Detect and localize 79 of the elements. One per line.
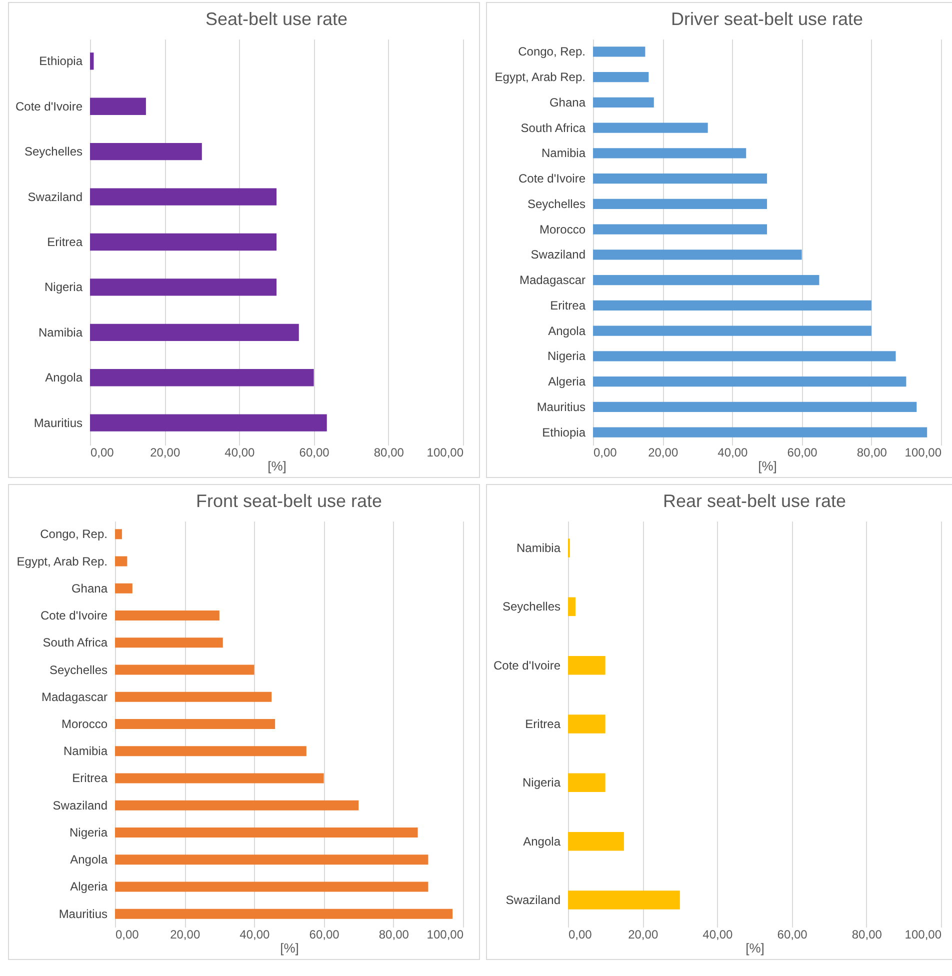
y-tick-label: Egypt, Arab Rep. bbox=[16, 554, 108, 568]
y-tick-label: Eritrea bbox=[47, 235, 83, 249]
y-tick-label: Egypt, Arab Rep. bbox=[494, 70, 586, 84]
y-tick-label: Angola bbox=[45, 370, 83, 385]
y-tick-label: Swaziland bbox=[506, 893, 560, 908]
y-tick-label: Nigeria bbox=[547, 349, 586, 364]
y-tick-label: Congo, Rep. bbox=[518, 44, 586, 59]
y-tick-label: Ghana bbox=[549, 95, 586, 110]
y-tick-label: South Africa bbox=[520, 120, 586, 135]
x-tick-label: 60,00 bbox=[309, 928, 340, 942]
y-tick-label: Madagascar bbox=[519, 273, 586, 288]
y-tick-label: Seychelles bbox=[527, 196, 586, 211]
y-tick-label: Eritrea bbox=[72, 771, 108, 786]
x-tick-label: 80,00 bbox=[374, 446, 404, 460]
y-tick-label: Cote d'Ivoire bbox=[40, 608, 108, 623]
x-tick-label: 60,00 bbox=[787, 446, 818, 460]
y-tick-label: Cote d'Ivoire bbox=[16, 99, 83, 114]
x-axis-title: [%] bbox=[280, 940, 299, 956]
y-tick-label: South Africa bbox=[42, 636, 108, 650]
y-tick-label: Congo, Rep. bbox=[40, 527, 108, 542]
x-tick-label: 0,00 bbox=[116, 928, 140, 942]
x-tick-label: 20,00 bbox=[150, 446, 180, 460]
y-tick-label: Mauritius bbox=[58, 906, 108, 921]
x-tick-label: 60,00 bbox=[299, 446, 330, 460]
y-tick-label: Algeria bbox=[70, 880, 108, 894]
x-tick-label: 80,00 bbox=[856, 446, 888, 460]
x-tick-label: 20,00 bbox=[648, 446, 678, 460]
y-tick-label: Eritrea bbox=[525, 717, 561, 731]
y-tick-label: Eritrea bbox=[550, 298, 586, 312]
y-tick-label: Cote d'Ivoire bbox=[518, 172, 586, 186]
y-tick-label: Mauritius bbox=[34, 416, 82, 430]
y-tick-label: Mauritius bbox=[536, 400, 586, 414]
y-tick-label: Nigeria bbox=[44, 280, 83, 294]
y-tick-label: Angola bbox=[70, 852, 108, 867]
x-tick-label: 80,00 bbox=[378, 928, 410, 942]
x-axis-title: [%] bbox=[758, 458, 777, 474]
x-tick-label: 40,00 bbox=[224, 446, 256, 460]
y-tick-label: Ethiopia bbox=[542, 425, 586, 440]
y-tick-label: Seychelles bbox=[49, 662, 108, 677]
x-tick-label: 0,00 bbox=[594, 446, 618, 460]
chart-title: Rear seat-belt use rate bbox=[662, 491, 846, 511]
chart-title: Driver seat-belt use rate bbox=[670, 9, 864, 29]
y-tick-label: Algeria bbox=[548, 374, 586, 389]
x-tick-label: 100,00 bbox=[426, 446, 464, 460]
y-tick-label: Angola bbox=[548, 324, 586, 338]
x-tick-label: 40,00 bbox=[718, 446, 748, 460]
x-tick-label: 40,00 bbox=[702, 928, 734, 942]
y-tick-label: Namibia bbox=[63, 744, 108, 758]
y-tick-label: Madagascar bbox=[41, 690, 108, 704]
y-tick-label: Angola bbox=[523, 834, 561, 848]
x-axis-title: [%] bbox=[268, 458, 286, 474]
y-tick-label: Seychelles bbox=[24, 144, 82, 159]
y-tick-label: Namibia bbox=[541, 146, 586, 160]
x-tick-label: 100,00 bbox=[904, 446, 942, 460]
y-tick-label: Seychelles bbox=[502, 600, 560, 614]
chart-title: Front seat-belt use rate bbox=[196, 491, 382, 511]
x-tick-label: 20,00 bbox=[628, 928, 658, 942]
y-tick-label: Namibia bbox=[516, 540, 561, 555]
x-axis-title: [%] bbox=[746, 940, 764, 956]
y-tick-label: Ghana bbox=[71, 581, 108, 596]
y-tick-label: Morocco bbox=[61, 717, 108, 731]
y-tick-label: Nigeria bbox=[69, 825, 108, 840]
x-tick-label: 0,00 bbox=[90, 446, 114, 460]
y-tick-label: Namibia bbox=[38, 325, 83, 340]
x-tick-label: 100,00 bbox=[904, 928, 942, 942]
y-tick-label: Nigeria bbox=[522, 776, 561, 790]
y-tick-label: Ethiopia bbox=[39, 54, 83, 68]
x-tick-label: 60,00 bbox=[777, 928, 808, 942]
y-tick-label: Morocco bbox=[539, 222, 586, 236]
x-tick-label: 100,00 bbox=[426, 928, 464, 942]
y-tick-label: Cote d'Ivoire bbox=[494, 658, 561, 672]
y-tick-label: Swaziland bbox=[530, 248, 586, 262]
x-tick-label: 40,00 bbox=[240, 928, 270, 942]
chart-title: Seat-belt use rate bbox=[205, 9, 348, 29]
y-tick-label: Swaziland bbox=[52, 798, 108, 812]
x-tick-label: 0,00 bbox=[568, 928, 592, 942]
x-tick-label: 80,00 bbox=[852, 928, 882, 942]
y-tick-label: Swaziland bbox=[28, 190, 82, 204]
x-tick-label: 20,00 bbox=[170, 928, 200, 942]
